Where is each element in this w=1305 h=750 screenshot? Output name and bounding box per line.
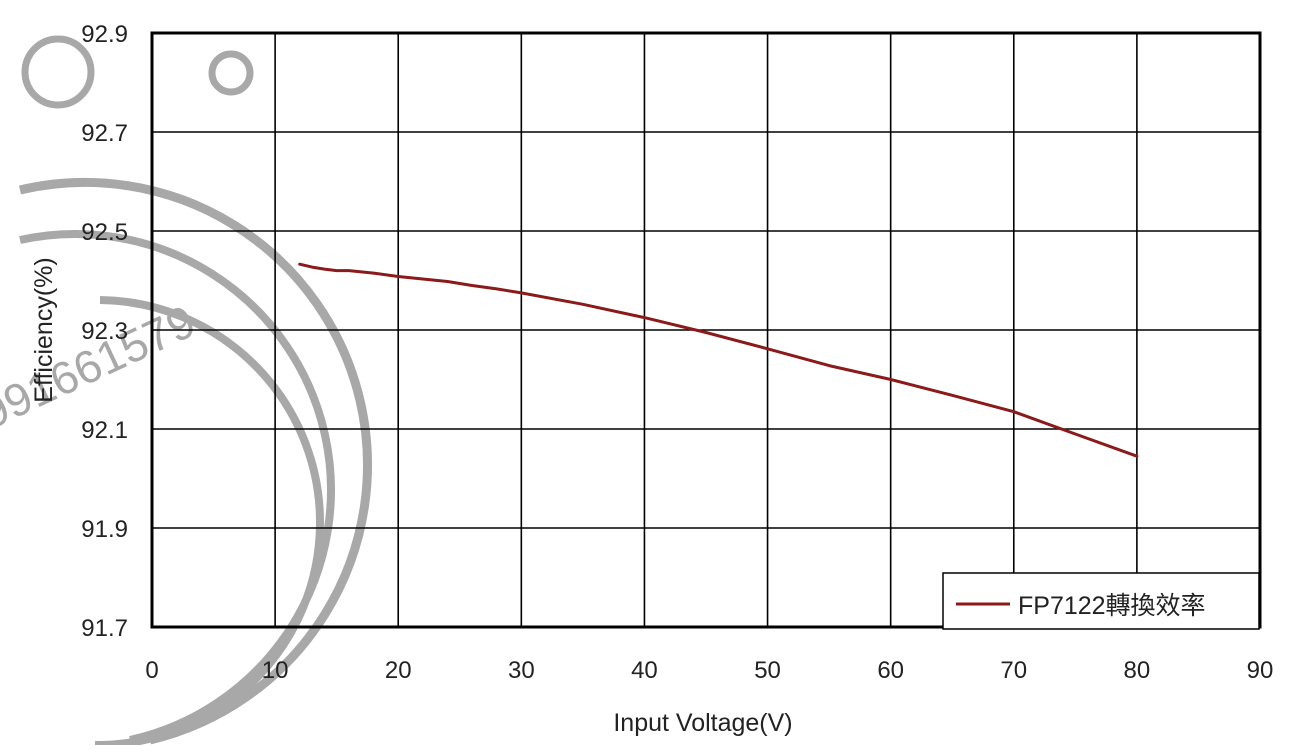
x-tick-label: 30: [508, 657, 535, 684]
x-tick-label: 80: [1124, 657, 1151, 684]
x-tick-label: 0: [145, 657, 158, 684]
legend: FP7122轉換效率: [942, 572, 1260, 630]
grid-lines: [151, 32, 1261, 628]
x-tick-labels: 0 10 20 30 40 50 60 70 80 90: [145, 657, 1273, 684]
y-tick-label: 92.3: [81, 318, 128, 345]
y-tick-label: 91.7: [81, 615, 128, 642]
legend-label: FP7122轉換效率: [1018, 592, 1206, 620]
y-tick-label: 92.5: [81, 219, 128, 246]
x-tick-label: 20: [385, 657, 412, 684]
series-layer: [298, 262, 1139, 458]
x-tick-label: 70: [1000, 657, 1027, 684]
x-tick-label: 90: [1247, 657, 1274, 684]
y-tick-label: 92.1: [81, 417, 128, 444]
watermark-arc-inner: [94, 296, 324, 750]
y-tick-label: 92.7: [81, 120, 128, 147]
plot-frame: [150, 31, 1262, 629]
x-axis-title: Input Voltage(V): [613, 709, 792, 737]
y-tick-label: 91.9: [81, 516, 128, 543]
x-tick-label: 40: [631, 657, 658, 684]
series-line: [298, 262, 1139, 458]
y-axis-title: Efficiency(%): [30, 257, 58, 402]
y-tick-labels: 91.7 91.9 92.1 92.3 92.5 92.7 92.9: [81, 21, 128, 642]
watermark-arc-middle: [19, 230, 335, 744]
x-tick-label: 60: [877, 657, 904, 684]
watermark-circle-large: [21, 35, 95, 109]
legend-box: [942, 572, 1260, 630]
x-tick-label: 10: [262, 657, 289, 684]
x-tick-label: 50: [754, 657, 781, 684]
watermark-circle-small: [208, 50, 254, 96]
watermark-arc-outer: [18, 177, 373, 745]
y-tick-label: 92.9: [81, 21, 128, 48]
